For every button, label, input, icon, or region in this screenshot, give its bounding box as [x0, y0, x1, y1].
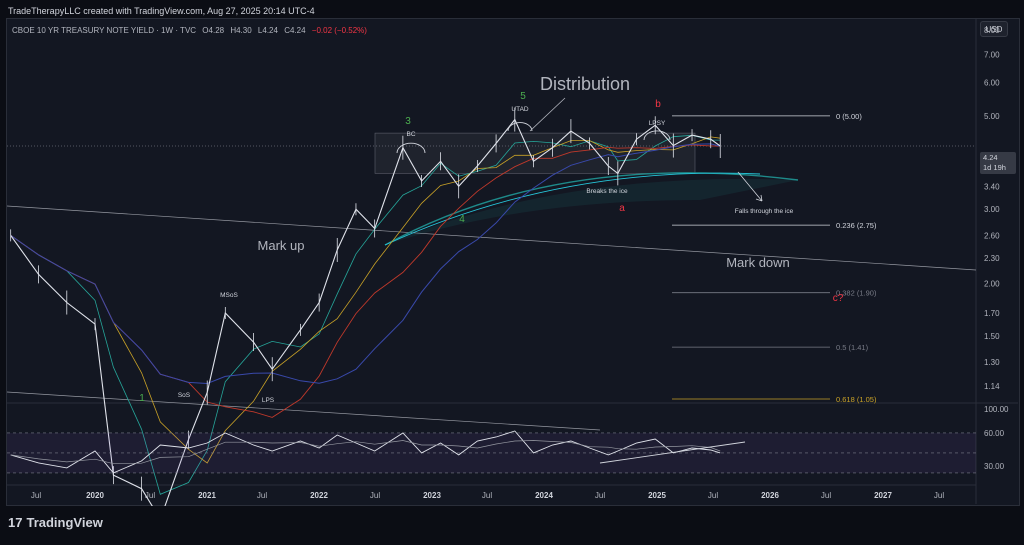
- y-tick-label: 2.30: [984, 254, 1000, 263]
- open-value: O4.28: [202, 26, 225, 35]
- arrowhead-falls-ice: [755, 194, 763, 202]
- rsi-tick-label: 100.00: [984, 405, 1009, 414]
- label-wave-5: 5: [520, 91, 526, 102]
- footer: [0, 506, 1024, 545]
- y-tick-label: 5.00: [984, 112, 1000, 121]
- arrow-falls-ice: [737, 171, 763, 202]
- fib-label: 0.618 (1.05): [836, 395, 877, 404]
- symbol-legend[interactable]: CBOE 10 YR TREASURY NOTE YIELD · 1W · TV…: [12, 26, 367, 35]
- label-breaks-ice: Breaks the ice: [586, 188, 628, 195]
- brand-name: TradingView: [26, 515, 103, 530]
- y-tick-label: 3.40: [984, 182, 1000, 191]
- y-tick-label: 1.30: [984, 358, 1000, 367]
- arc-lpsy: [643, 130, 671, 141]
- x-tick-label: 2026: [761, 491, 779, 500]
- x-tick-label: 2022: [310, 491, 328, 500]
- currency-button[interactable]: USD: [980, 21, 1008, 37]
- label-bc: BC: [406, 131, 415, 138]
- x-tick-label: Jul: [31, 491, 41, 500]
- x-tick-label: 2020: [86, 491, 104, 500]
- label-lpsy: LPSY: [649, 120, 666, 127]
- fib-label: 0 (5.00): [836, 112, 862, 121]
- x-tick-label: 2027: [874, 491, 892, 500]
- y-tick-label: 7.00: [984, 50, 1000, 59]
- last-price: 4.24: [983, 153, 998, 162]
- curve-cyan: [384, 172, 761, 246]
- label-wave-a: a: [619, 203, 625, 214]
- x-tick-label: 2021: [198, 491, 216, 500]
- label-sos: SoS: [178, 392, 191, 399]
- x-tick-label: Jul: [482, 491, 492, 500]
- ma-medium: [10, 136, 721, 464]
- x-tick-label: 2023: [423, 491, 441, 500]
- symbol-name: CBOE 10 YR TREASURY NOTE YIELD · 1W · TV…: [12, 26, 197, 35]
- change-value: −0.02 (−0.52%): [311, 26, 367, 35]
- distribution-range-box: [374, 132, 696, 174]
- y-tick-label: 2.00: [984, 279, 1000, 288]
- label-wave-3: 3: [405, 116, 411, 127]
- rsi-tick-label: 30.00: [984, 462, 1005, 471]
- fib-label: 0.5 (1.41): [836, 343, 869, 352]
- tradingview-logo-icon: 17: [8, 515, 23, 530]
- high-value: H4.30: [230, 26, 252, 35]
- low-value: L4.24: [257, 26, 278, 35]
- label-mark-down: Mark down: [726, 255, 790, 270]
- rsi-tick-label: 60.00: [984, 429, 1005, 438]
- y-tick-label: 1.14: [984, 382, 1000, 391]
- rsi-trendline: [599, 441, 746, 464]
- rsi-ma-line: [10, 440, 721, 465]
- label-utad: UTAD: [511, 106, 529, 113]
- x-tick-label: Jul: [370, 491, 380, 500]
- label-distribution: Distribution: [540, 74, 630, 94]
- close-value: C4.24: [284, 26, 306, 35]
- label-wave-c: c?: [833, 293, 844, 304]
- credit-text: TradeTherapyLLC created with TradingView…: [8, 6, 315, 16]
- y-tick-label: 6.00: [984, 79, 1000, 88]
- rsi-band: [7, 432, 976, 473]
- label-lps: LPS: [262, 397, 275, 404]
- x-tick-label: Jul: [821, 491, 831, 500]
- fib-label: 0.236 (2.75): [836, 221, 877, 230]
- trend-line-lower: [6, 391, 601, 431]
- arrow-distribution: [529, 97, 566, 132]
- label-wave-4: 4: [459, 214, 465, 225]
- y-tick-label: 2.60: [984, 231, 1000, 240]
- tradingview-logo[interactable]: 17 TradingView: [8, 515, 103, 530]
- x-tick-label: 2024: [535, 491, 553, 500]
- x-tick-label: Jul: [934, 491, 944, 500]
- label-mark-up: Mark up: [258, 238, 305, 253]
- top-bar: [0, 0, 1024, 22]
- x-tick-label: Jul: [257, 491, 267, 500]
- label-wave-b: b: [655, 99, 661, 110]
- ma-fast: [10, 134, 721, 495]
- y-tick-label: 8.00: [984, 26, 1000, 35]
- curve-teal: [384, 172, 799, 246]
- y-tick-label: 3.00: [984, 205, 1000, 214]
- arc-bc: [396, 142, 426, 154]
- last-price-tag: 4.24 1d 19h: [980, 152, 1016, 174]
- fib-label: 0.382 (1.90): [836, 289, 877, 298]
- label-wave-1: 1: [139, 393, 145, 404]
- bar-countdown: 1d 19h: [983, 163, 1006, 172]
- x-tick-label: Jul: [708, 491, 718, 500]
- label-falls-ice: Falls through the ice: [735, 208, 794, 215]
- label-msos: MSoS: [220, 292, 238, 299]
- ma-long: [10, 143, 721, 385]
- y-tick-label: 1.70: [984, 309, 1000, 318]
- arc-utad: [507, 122, 533, 132]
- x-tick-label: 2025: [648, 491, 666, 500]
- trend-line-upper: [6, 205, 977, 271]
- curve-band-fill: [385, 178, 798, 245]
- x-tick-label: Jul: [595, 491, 605, 500]
- y-tick-label: 1.50: [984, 332, 1000, 341]
- ma-slow: [10, 144, 721, 418]
- x-tick-label: Jul: [145, 491, 155, 500]
